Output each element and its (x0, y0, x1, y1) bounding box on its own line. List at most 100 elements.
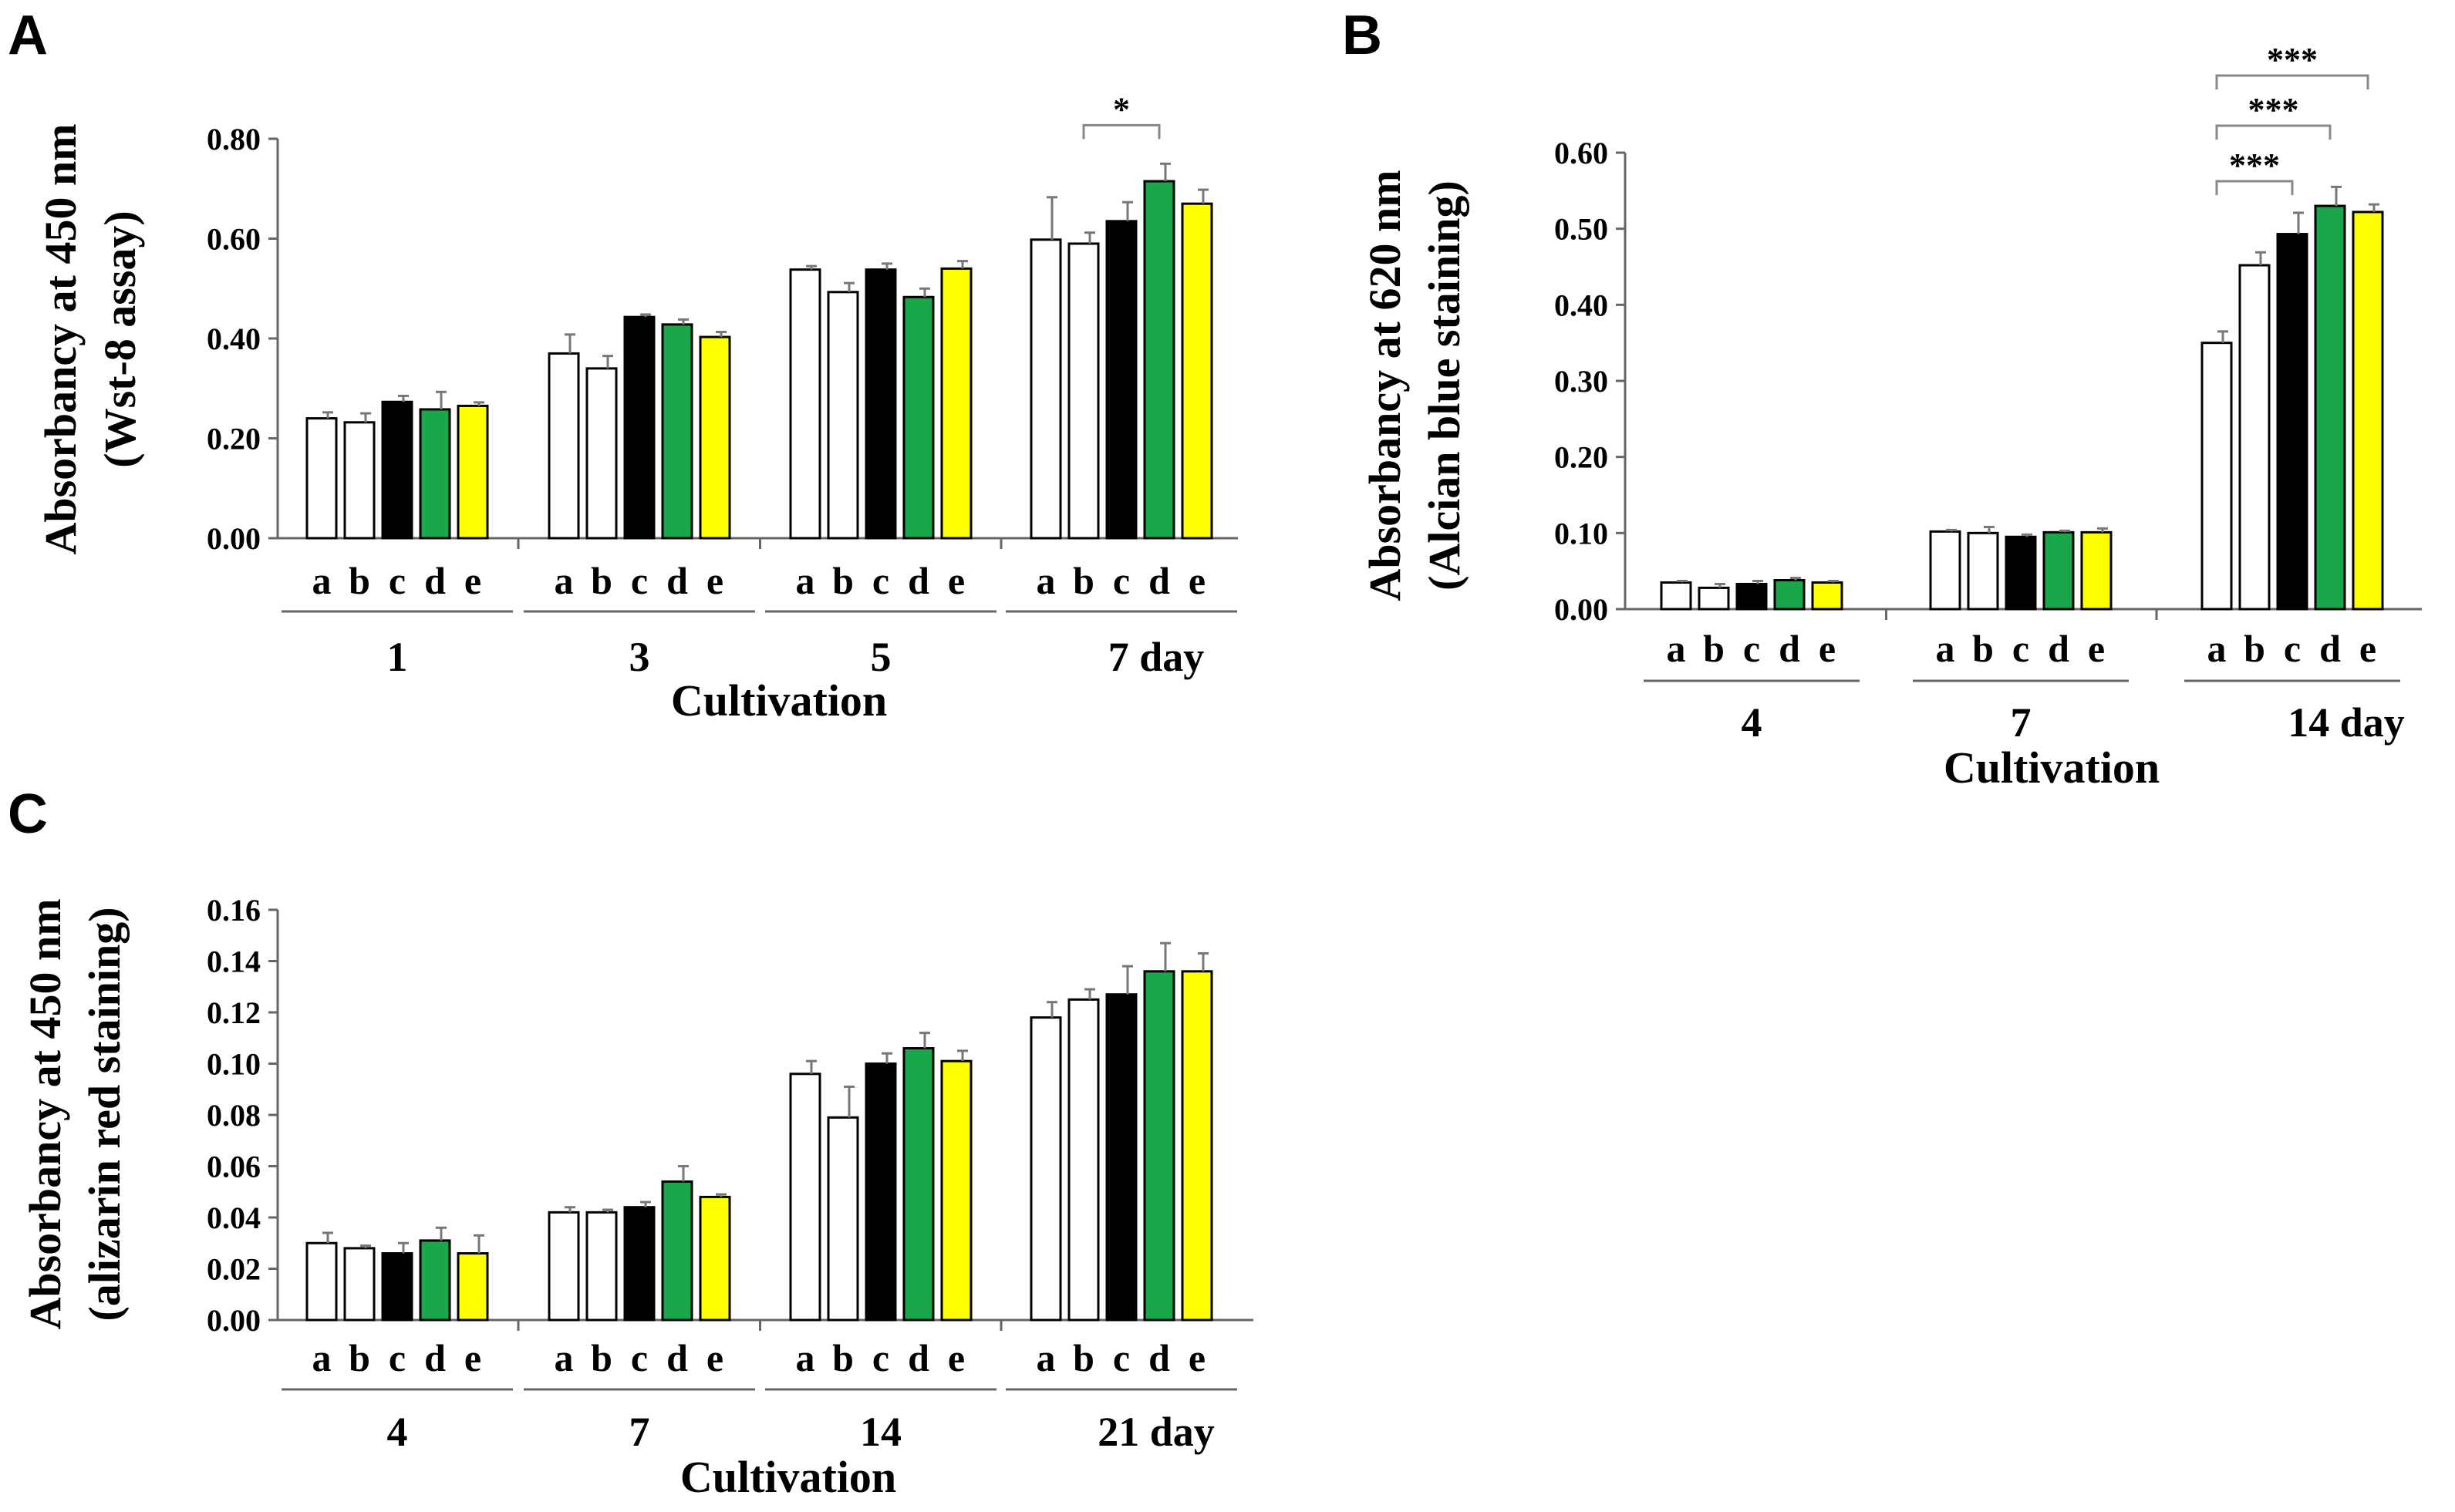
significance-bracket (2215, 124, 2332, 140)
bar (1735, 582, 1768, 611)
bar (1067, 998, 1100, 1322)
bar-category-label: d (1148, 559, 1170, 602)
group-label: 4 (1742, 699, 1762, 746)
group-label: 3 (629, 634, 650, 680)
bar-category-label: b (1703, 627, 1725, 670)
bar (2080, 530, 2113, 611)
bar (2200, 342, 2233, 611)
bar (699, 1195, 731, 1322)
panel-letter: A (8, 5, 48, 66)
group-label: 4 (387, 1409, 408, 1455)
y-tick-label: 0.40 (207, 322, 261, 356)
bar (1143, 970, 1175, 1322)
y-tick-label: 0.00 (1554, 592, 1608, 627)
bar (865, 268, 897, 540)
bar-category-label: c (872, 1336, 889, 1379)
bar (1967, 531, 1999, 611)
bar (343, 1247, 376, 1322)
y-tick-label: 0.12 (207, 995, 261, 1030)
bar-category-label: d (666, 1336, 688, 1379)
y-tick-label: 0.14 (207, 945, 261, 979)
bar (1030, 1016, 1062, 1322)
x-axis-label: Cultivation (671, 675, 887, 726)
bar (419, 1239, 451, 1322)
bar-category-label: b (2244, 627, 2265, 670)
significance-marker: *** (2248, 91, 2299, 129)
bar-category-label: d (666, 559, 688, 602)
y-axis-label-sub: (Alcian blue staining) (1419, 180, 1469, 591)
bar (305, 417, 338, 540)
x-axis-label: Cultivation (1944, 743, 2160, 793)
y-tick-label: 0.10 (1554, 516, 1608, 551)
y-axis-label-sub: (alizarin red staining) (79, 907, 130, 1321)
group-label: 7 (2011, 699, 2032, 746)
bar (548, 352, 580, 540)
panel-letter: B (1342, 5, 1382, 66)
bar-category-label: e (464, 559, 481, 602)
bar (457, 1252, 489, 1322)
bar-category-label: d (2319, 627, 2341, 670)
bar-category-label: a (1037, 1336, 1056, 1379)
bar-category-label: c (1113, 1336, 1130, 1379)
bar-category-label: a (1667, 627, 1686, 670)
bar (585, 1211, 618, 1322)
panel-a: A 0.00 0.20 0.40 0.60 0.80 Absorbancy at 450 … (8, 5, 1238, 726)
bar-category-label: a (1037, 559, 1056, 602)
y-tick-label: 0.10 (207, 1047, 261, 1082)
bar (381, 1252, 413, 1322)
bar-category-label: e (2088, 627, 2105, 670)
bar (1660, 581, 1692, 611)
bar-category-label: a (312, 1336, 332, 1379)
bar (1929, 530, 1961, 611)
y-axis-label: Absorbancy at 450 nm (20, 898, 70, 1329)
y-tick-label: 0.06 (207, 1150, 261, 1184)
bar-category-label: b (832, 559, 854, 602)
bar-category-label: d (424, 1336, 446, 1379)
group-label: 1 (387, 634, 408, 680)
y-tick-label: 0.60 (207, 222, 261, 257)
bar (2314, 204, 2346, 611)
bar (827, 291, 859, 540)
bar (457, 404, 489, 540)
bar (548, 1211, 580, 1322)
bar (940, 267, 973, 540)
significance-marker: *** (2229, 146, 2280, 184)
y-tick-label: 0.16 (207, 893, 261, 928)
bar-category-label: a (555, 1336, 574, 1379)
bar-category-label: b (832, 1336, 854, 1379)
y-tick-label: 0.00 (207, 521, 261, 556)
bar (827, 1116, 859, 1322)
bar (1811, 581, 1843, 611)
y-tick-label: 0.00 (207, 1303, 261, 1338)
bar (2352, 210, 2384, 611)
bar-category-label: d (1779, 627, 1800, 670)
bar (2238, 264, 2271, 611)
bar (419, 408, 451, 540)
bar (1698, 586, 1730, 611)
bar (585, 367, 618, 540)
significance-bracket (2215, 180, 2294, 195)
bar (623, 315, 656, 540)
bar-category-label: c (631, 1336, 648, 1379)
y-tick-label: 0.02 (207, 1252, 261, 1287)
significance-marker: * (1113, 90, 1130, 128)
bar (305, 1241, 338, 1322)
bar-category-label: e (464, 1336, 481, 1379)
bar-category-label: d (1148, 1336, 1170, 1379)
bar (623, 1206, 656, 1322)
bar (381, 400, 413, 540)
bar-category-label: a (796, 559, 815, 602)
bar-category-label: a (796, 1336, 815, 1379)
y-tick-label: 0.60 (1554, 136, 1608, 170)
bar (902, 1047, 935, 1322)
y-axis-label: Absorbancy at 620 nm (1360, 170, 1410, 601)
bar-category-label: c (1113, 559, 1130, 602)
bar (1181, 202, 1213, 540)
bar-category-label: e (706, 559, 723, 602)
bar (661, 323, 693, 540)
bar-category-label: c (872, 559, 889, 602)
bar-category-label: c (2012, 627, 2029, 670)
bar-category-label: d (2048, 627, 2069, 670)
bar (1143, 180, 1175, 540)
bar (2276, 233, 2308, 611)
